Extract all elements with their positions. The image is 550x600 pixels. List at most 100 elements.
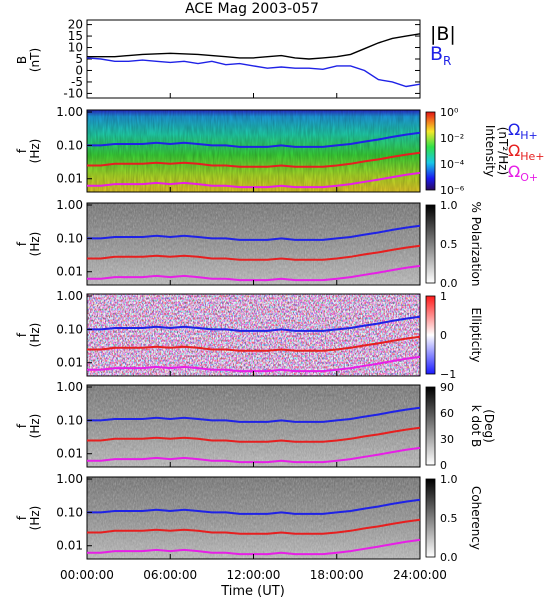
polarization-ytick-label: 0.10: [56, 231, 83, 245]
b-ytick-label: -5: [71, 75, 83, 89]
polarization-colorbar-tick: 0.0: [440, 277, 458, 290]
intensity-ytick-label: 1.00: [56, 105, 83, 119]
ellipticity-colorbar-tick: 0: [440, 329, 447, 342]
b-ytick-label: -10: [63, 86, 83, 100]
x-axis-label: Time (UT): [220, 584, 285, 599]
coherency-ylabel: f: [15, 515, 29, 520]
coherency-panel: [86, 476, 436, 560]
k-dot-b-colorbar-unit: (Deg): [482, 409, 496, 443]
k-dot-b-colorbar-label: k dot B: [469, 405, 483, 447]
ellipticity-colorbar: [425, 295, 436, 375]
coherency-ytick-label: 0.01: [56, 539, 83, 553]
coherency-colorbar-tick: 0.0: [440, 551, 458, 564]
ellipticity-omega-he-plus-line: [87, 335, 421, 352]
intensity-yunit: (Hz): [28, 139, 42, 164]
k-dot-b-panel: [86, 384, 436, 468]
k-dot-b-ytick-label: 0.01: [56, 447, 83, 461]
intensity-colorbar-tick: 10⁻⁶: [440, 184, 465, 197]
b-ytick-label: 0: [75, 63, 83, 77]
coherency-colorbar-label: Coherency: [469, 486, 483, 550]
polarization-omega-h-plus-line: [87, 224, 421, 241]
ellipticity-texture: [87, 294, 420, 376]
intensity-ytick-label: 0.10: [56, 138, 83, 152]
intensity-colorbar-unit: (nT²/Hz): [496, 127, 510, 175]
ellipticity-colorbar-label: Ellipticity: [469, 308, 483, 363]
b-ytick-label: 20: [68, 18, 83, 32]
polarization-ytick-label: 1.00: [56, 198, 83, 212]
k-dot-b-ytick-label: 0.10: [56, 413, 83, 427]
x-tick-label: 24:00:00: [393, 568, 447, 582]
intensity-texture: [87, 110, 420, 192]
omega-h-plus-label: ΩH+: [508, 120, 538, 142]
ellipticity-ytick-label: 0.01: [56, 356, 83, 370]
b-field-axes-frame: [86, 19, 421, 99]
intensity-colorbar-label: Intensity: [483, 125, 497, 177]
polarization-panel: [86, 202, 436, 286]
coherency-yunit: (Hz): [28, 506, 42, 531]
k-dot-b-colorbar-tick: 30: [440, 433, 454, 446]
intensity-ytick-label: 0.01: [56, 172, 83, 186]
polarization-colorbar-label: % Polarization: [469, 202, 483, 287]
x-tick-label: 12:00:00: [227, 568, 281, 582]
coherency-colorbar: [425, 478, 436, 558]
series-b-total-line: [87, 33, 421, 60]
intensity-omega-he-plus-line: [87, 151, 421, 168]
omega-he-plus-label: ΩHe+: [508, 141, 545, 163]
k-dot-b-omega-h-plus-line: [87, 406, 421, 423]
ellipticity-ytick-label: 1.00: [56, 289, 83, 303]
k-dot-b-colorbar-tick: 60: [440, 407, 454, 420]
polarization-colorbar-tick: 0.5: [440, 238, 458, 251]
ellipticity-colorbar-tick: −1: [440, 368, 456, 381]
polarization-omega-he-plus-line: [87, 244, 421, 261]
coherency-texture: [87, 477, 420, 559]
polarization-yunit: (Hz): [28, 232, 42, 257]
omega-o-plus-label: ΩO+: [508, 162, 538, 184]
b-field-ylabel: B: [15, 56, 29, 64]
b-ytick-label: 5: [75, 52, 83, 66]
ellipticity-ylabel: f: [15, 332, 29, 337]
x-tick-label: 00:00:00: [60, 568, 114, 582]
k-dot-b-ytick-label: 1.00: [56, 380, 83, 394]
legend-b-total: |B|: [430, 23, 456, 45]
k-dot-b-yunit: (Hz): [28, 414, 42, 439]
intensity-colorbar: [425, 111, 436, 191]
series-b-r-line: [86, 57, 421, 88]
coherency-omega-he-plus-line: [87, 518, 421, 535]
coherency-ytick-label: 0.10: [56, 505, 83, 519]
polarization-ylabel: f: [15, 241, 29, 246]
ellipticity-omega-h-plus-line: [87, 315, 421, 332]
b-ytick-label: 10: [68, 41, 83, 55]
x-tick-label: 18:00:00: [310, 568, 364, 582]
ellipticity-ytick-label: 0.10: [56, 322, 83, 336]
intensity-omega-h-plus-line: [87, 131, 421, 148]
coherency-colorbar-tick: 1.0: [440, 473, 458, 486]
polarization-colorbar: [425, 204, 436, 284]
legend-b-r: BR: [430, 43, 451, 68]
polarization-colorbar-tick: 1.0: [440, 199, 458, 212]
k-dot-b-colorbar-tick: 0: [440, 459, 447, 472]
chart-title: ACE Mag 2003-057: [185, 1, 319, 17]
k-dot-b-ylabel: f: [15, 423, 29, 428]
k-dot-b-colorbar: [425, 386, 436, 466]
polarization-ytick-label: 0.01: [56, 265, 83, 279]
b-ytick-label: 15: [68, 29, 83, 43]
k-dot-b-colorbar-tick: 90: [440, 381, 454, 394]
polarization-texture: [87, 203, 420, 285]
intensity-colorbar-tick: 10⁻²: [440, 132, 464, 145]
ellipticity-colorbar-tick: 1: [440, 290, 447, 303]
intensity-colorbar-tick: 10⁰: [440, 106, 459, 119]
k-dot-b-omega-he-plus-line: [87, 426, 421, 443]
k-dot-b-texture: [87, 385, 420, 467]
b-field-yunit: (nT): [28, 48, 42, 72]
ellipticity-yunit: (Hz): [28, 323, 42, 348]
coherency-ytick-label: 1.00: [56, 472, 83, 486]
x-tick-label: 06:00:00: [143, 568, 197, 582]
intensity-colorbar-tick: 10⁻⁴: [440, 158, 465, 171]
ellipticity-panel: [86, 293, 436, 377]
intensity-ylabel: f: [15, 148, 29, 153]
intensity-panel: ΩH+ ΩHe+ ΩO+: [86, 109, 545, 193]
coherency-colorbar-tick: 0.5: [440, 512, 458, 525]
coherency-omega-h-plus-line: [87, 498, 421, 515]
